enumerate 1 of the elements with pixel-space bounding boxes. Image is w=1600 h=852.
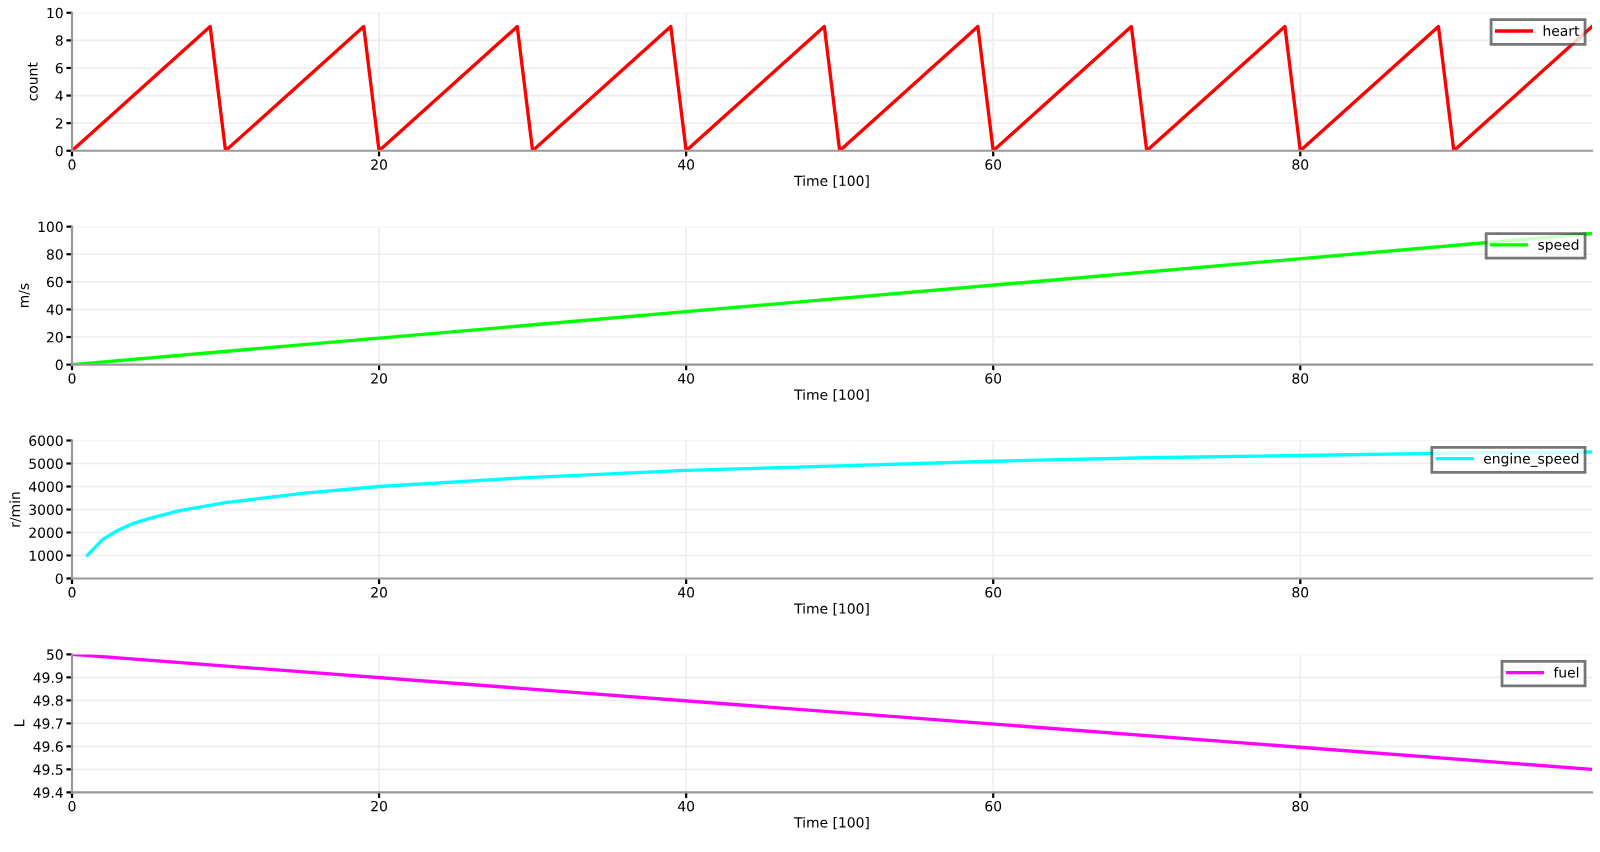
line-series: [85, 450, 1592, 558]
